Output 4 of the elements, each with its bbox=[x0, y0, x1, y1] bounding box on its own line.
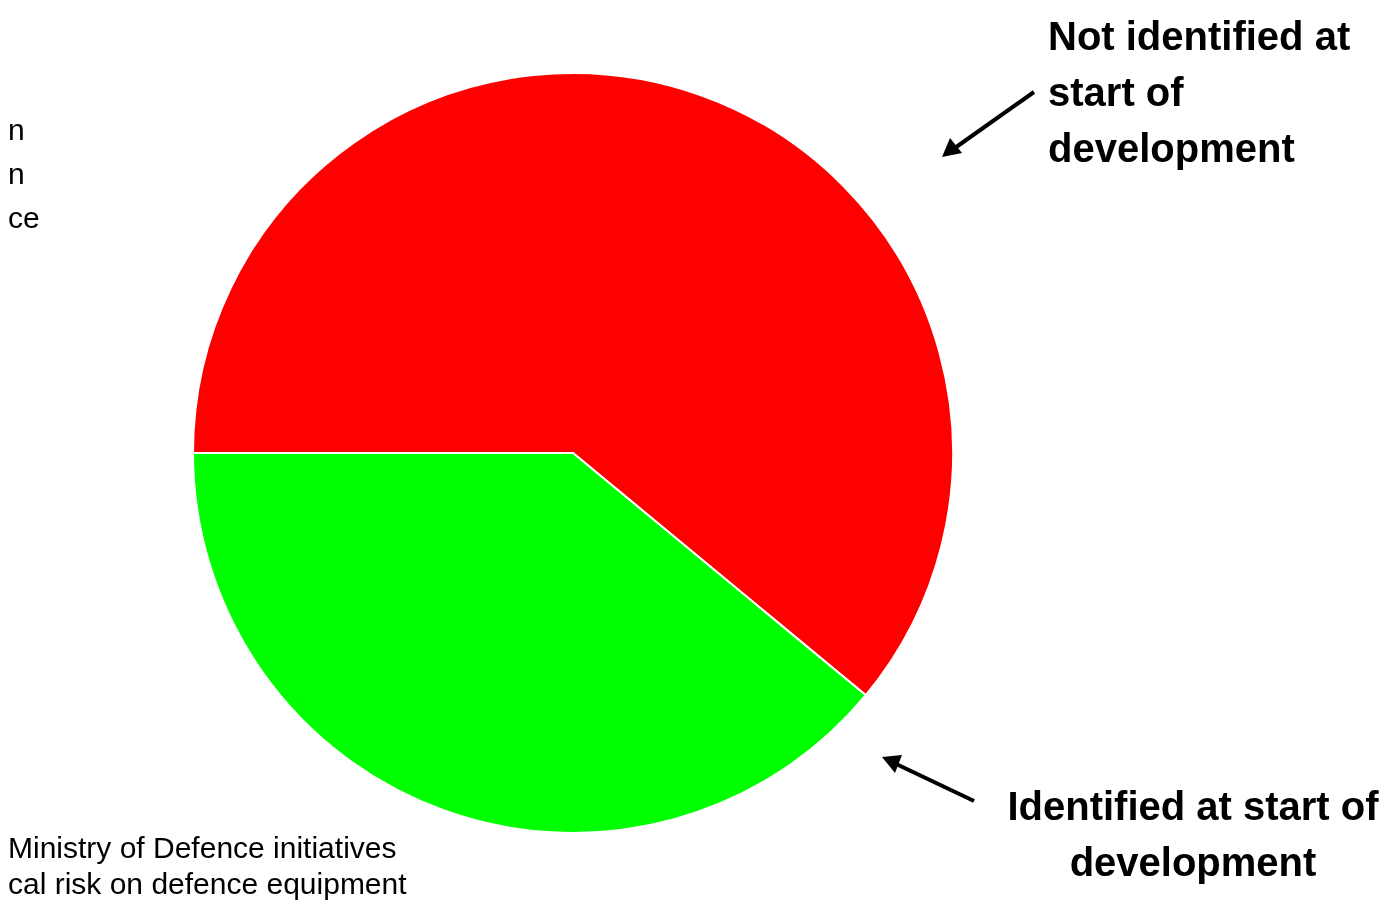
text: Ministry of Defence initiatives cal risk on defence equipment bbox=[8, 830, 407, 902]
text: n n ce bbox=[8, 112, 40, 236]
slice-label: Not identified at start of development bbox=[1048, 13, 1352, 172]
slice-label: Identified at start of development bbox=[1006, 783, 1380, 886]
